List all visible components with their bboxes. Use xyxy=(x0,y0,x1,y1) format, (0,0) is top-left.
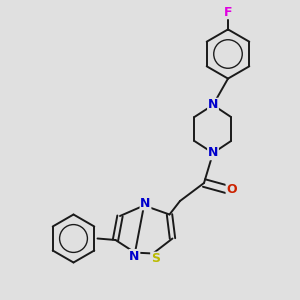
Text: N: N xyxy=(129,250,140,263)
Text: F: F xyxy=(224,5,232,19)
Text: O: O xyxy=(226,183,237,196)
Text: N: N xyxy=(140,196,151,210)
Text: N: N xyxy=(208,146,218,160)
Text: S: S xyxy=(151,252,160,266)
Text: N: N xyxy=(208,98,218,112)
